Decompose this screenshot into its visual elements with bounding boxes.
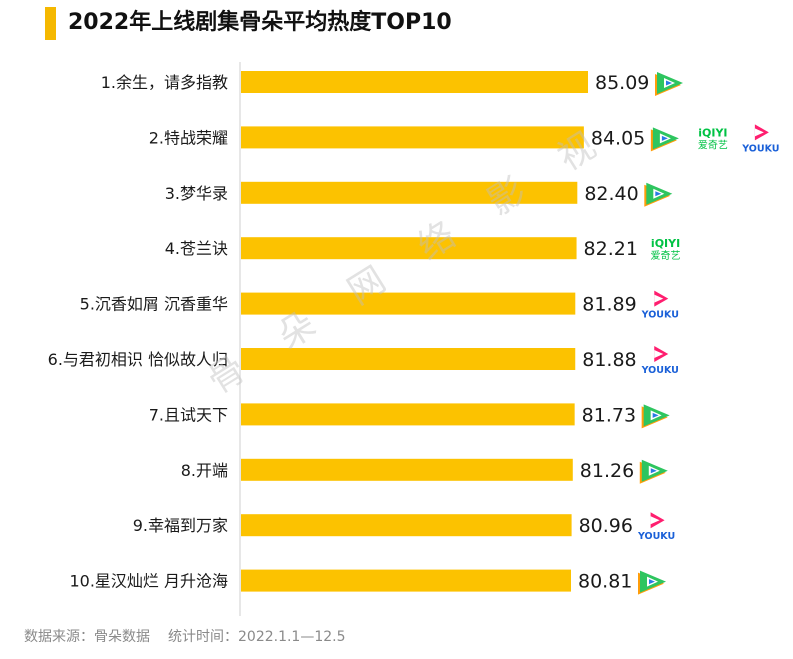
youku-icon: YOUKU <box>641 290 679 321</box>
category-label: 6.与君初相识 恰似故人归 <box>48 350 228 369</box>
value-label: 81.88 <box>582 349 636 371</box>
iqiyi-logo-latin: iQIYI <box>651 237 680 250</box>
bar-row: 3.梦华录 82.40 <box>165 181 673 207</box>
bar <box>241 403 575 426</box>
bar-row: 10.星汉灿烂 月升沧海 80.81 <box>69 569 666 595</box>
category-label: 4.苍兰诀 <box>165 239 228 258</box>
category-label: 8.开端 <box>181 461 228 480</box>
value-label: 82.21 <box>584 238 638 260</box>
youku-logo-text: YOUKU <box>741 143 779 154</box>
tencent-video-icon <box>655 72 683 96</box>
bar <box>241 292 576 315</box>
tencent-icon-core <box>666 80 672 86</box>
tencent-icon-core <box>649 579 655 585</box>
bar <box>241 126 584 149</box>
bar-row: 7.且试天下 81.73 <box>149 403 670 429</box>
youku-icon-play-inner <box>650 516 660 525</box>
bar <box>241 237 577 260</box>
bar-row: 1.余生，请多指教 85.09 <box>101 71 683 96</box>
value-label: 80.96 <box>579 515 633 537</box>
iqiyi-logo-cn: 爱奇艺 <box>651 249 681 262</box>
bar <box>241 514 572 537</box>
tencent-icon-core <box>655 191 662 197</box>
category-label: 5.沉香如屑 沉香重华 <box>80 295 228 314</box>
bar-row: 6.与君初相识 恰似故人归 81.88 YOUKU <box>48 346 679 376</box>
title-accent-bar <box>45 7 56 40</box>
iqiyi-logo-cn: 爱奇艺 <box>698 138 728 151</box>
youku-icon: YOUKU <box>637 512 675 542</box>
tencent-video-icon <box>639 459 668 484</box>
value-label: 84.05 <box>591 127 645 149</box>
source-footnote: 数据来源：骨朵数据 统计时间：2022.1.1—12.5 <box>24 626 364 646</box>
bar <box>241 348 576 370</box>
youku-logo-text: YOUKU <box>637 531 675 542</box>
youku-icon-play-inner <box>754 128 764 137</box>
youku-logo-text: YOUKU <box>641 310 679 321</box>
bar-row: 5.沉香如屑 沉香重华 81.89 YOUKU <box>80 290 679 321</box>
tencent-video-icon <box>641 404 670 429</box>
value-label: 81.89 <box>582 294 636 316</box>
tencent-icon-core <box>652 412 659 418</box>
bar <box>241 71 588 93</box>
source-label: 数据来源：骨朵数据 <box>24 629 150 645</box>
tencent-icon-core <box>650 468 657 474</box>
category-label: 3.梦华录 <box>165 184 228 203</box>
bar <box>241 569 571 592</box>
period-label: 统计时间：2022.1.1—12.5 <box>168 629 346 645</box>
value-label: 81.26 <box>580 460 634 482</box>
youku-logo-text: YOUKU <box>641 365 679 376</box>
tencent-video-icon <box>638 570 666 595</box>
value-label: 80.81 <box>578 571 632 593</box>
category-label: 2.特战荣耀 <box>149 128 228 147</box>
bar <box>241 458 573 481</box>
youku-icon: YOUKU <box>641 346 679 376</box>
value-label: 81.73 <box>582 404 636 426</box>
bar-row: 8.开端 81.26 <box>181 458 668 484</box>
iqiyi-logo-latin: iQIYI <box>698 126 727 139</box>
category-label: 10.星汉灿烂 月升沧海 <box>69 572 228 591</box>
tencent-icon-core <box>661 135 668 141</box>
category-label: 9.幸福到万家 <box>133 516 228 535</box>
tencent-video-icon <box>644 182 673 207</box>
bar-row: 9.幸福到万家 80.96 YOUKU <box>133 512 675 542</box>
chart-title: 2022年上线剧集骨朵平均热度TOP10 <box>68 10 452 35</box>
youku-icon: YOUKU <box>741 124 779 154</box>
category-label: 1.余生，请多指教 <box>101 73 228 92</box>
bar <box>241 181 578 204</box>
youku-icon-play-inner <box>654 294 664 303</box>
value-label: 82.40 <box>584 183 638 205</box>
tencent-video-icon <box>650 127 679 152</box>
category-label: 7.且试天下 <box>149 405 228 424</box>
youku-icon-play-inner <box>654 350 664 358</box>
value-label: 85.09 <box>595 72 649 94</box>
